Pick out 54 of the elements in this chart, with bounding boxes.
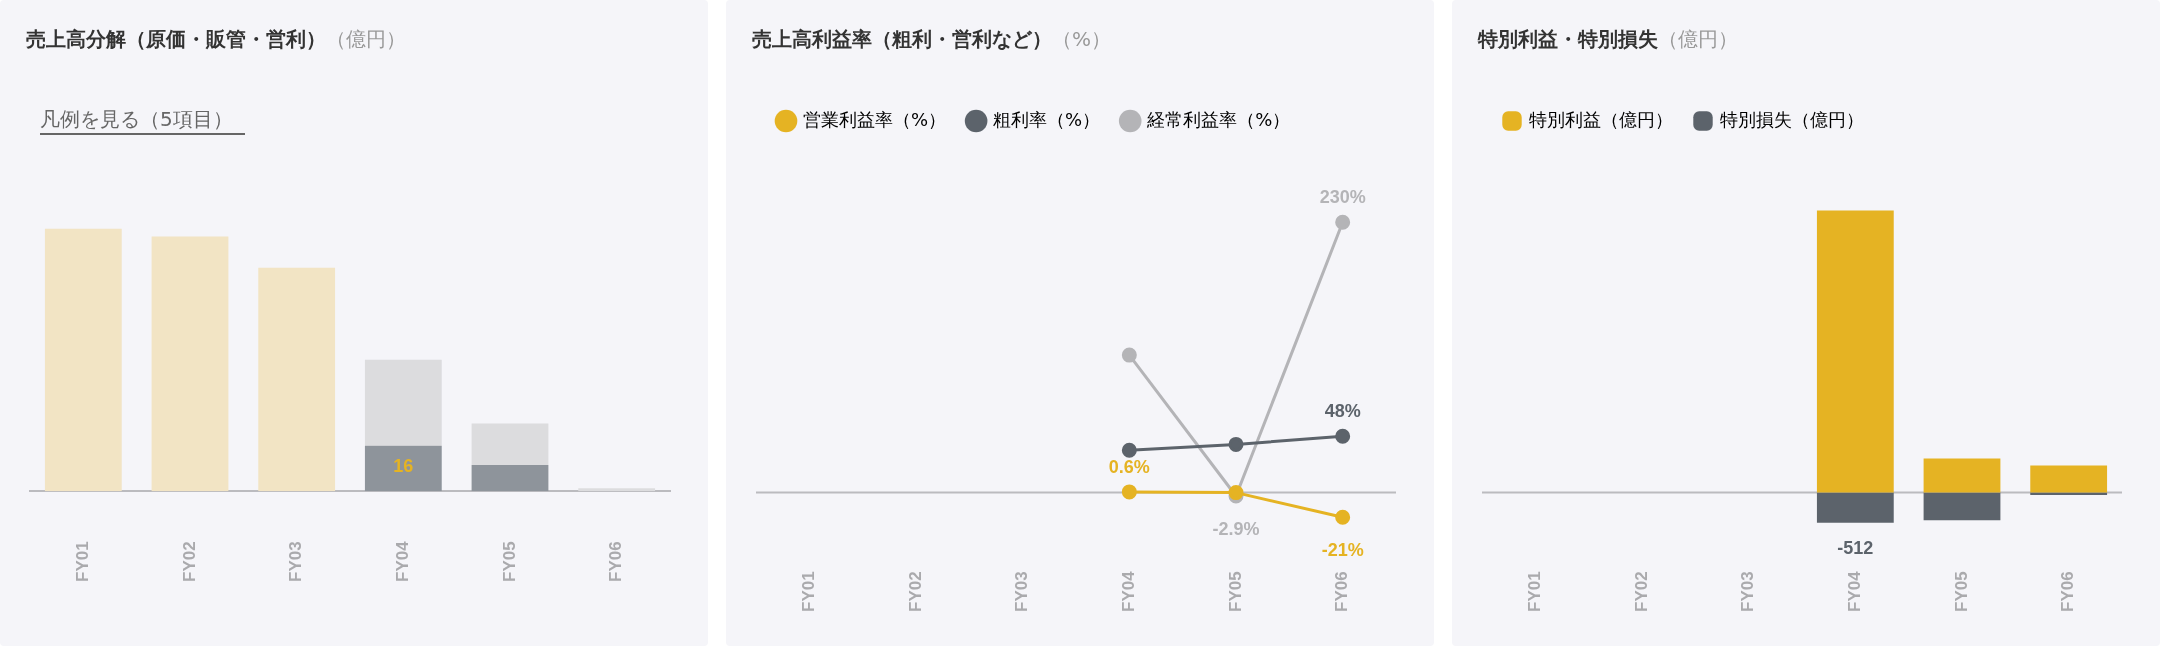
point <box>1335 509 1351 525</box>
x-tick-label: FY02 <box>1631 571 1651 613</box>
chart-subtitle: （億円） <box>1658 27 1738 51</box>
x-tick-label: FY03 <box>1738 571 1758 613</box>
bar <box>364 359 442 446</box>
annotation: 16 <box>393 455 414 476</box>
text: 凡例を見る（5項目） <box>40 106 245 135</box>
x-tick-label: FY03 <box>1012 571 1032 613</box>
data-label: 230% <box>1319 187 1366 208</box>
bar <box>471 465 549 492</box>
point <box>1228 436 1244 452</box>
x-tick-label: FY05 <box>1951 571 1971 613</box>
data-label: -2.9% <box>1212 518 1260 539</box>
point <box>1121 442 1137 458</box>
bar <box>1816 210 1894 493</box>
data-label: 0.6% <box>1108 456 1150 477</box>
x-tick-label: FY06 <box>606 541 626 583</box>
point <box>1121 347 1137 363</box>
legend-label: 特別利益（億円） <box>1529 108 1673 130</box>
x-tick-label: FY02 <box>905 571 925 613</box>
chart-subtitle: （億円） <box>326 27 406 51</box>
bar <box>364 445 442 492</box>
legend-label: 粗利率（%） <box>993 108 1101 130</box>
bar <box>44 228 122 492</box>
x-tick-label: FY04 <box>393 540 413 583</box>
x-tick-label: FY06 <box>2058 571 2078 613</box>
point <box>1121 484 1137 500</box>
data-label: 48% <box>1324 401 1361 422</box>
x-tick-label: FY03 <box>286 541 306 583</box>
bar <box>258 267 336 492</box>
bar <box>1923 458 2001 493</box>
data-label: -21% <box>1321 540 1364 561</box>
bar <box>1816 492 1894 523</box>
bar <box>1923 492 2001 521</box>
x-tick-label: FY05 <box>499 541 519 583</box>
x-tick-label: FY02 <box>179 541 199 583</box>
x-tick-label: FY01 <box>1525 571 1545 613</box>
bar <box>578 488 656 492</box>
x-tick-label: FY01 <box>73 541 93 583</box>
bar <box>151 236 229 492</box>
legend-label: 営業利益率（%） <box>803 108 947 130</box>
x-tick-label: FY01 <box>799 571 819 613</box>
x-tick-label: FY05 <box>1225 571 1245 613</box>
x-tick-label: FY04 <box>1119 570 1139 613</box>
x-tick-label: FY04 <box>1845 570 1865 613</box>
legend-label: 特別損失（億円） <box>1720 108 1864 130</box>
bar <box>2030 465 2108 493</box>
legend-label: 経常利益率（%） <box>1146 108 1291 130</box>
bar <box>471 423 549 466</box>
x-tick-label: FY06 <box>1332 571 1352 613</box>
data-label: -512 <box>1837 537 1874 558</box>
point <box>1335 428 1351 444</box>
point <box>1335 214 1351 230</box>
chart-subtitle: （%） <box>1052 27 1112 51</box>
